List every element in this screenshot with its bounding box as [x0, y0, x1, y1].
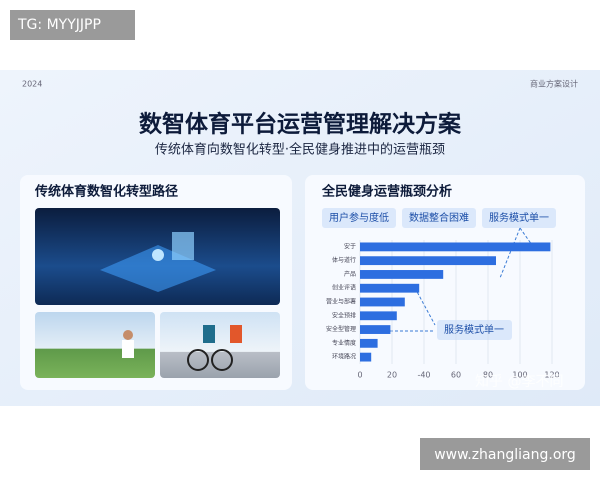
tag: 服务模式单一: [489, 211, 549, 224]
y-tick-label: 安全型管理: [326, 325, 356, 333]
bar: [360, 297, 405, 307]
x-tick-label: 100: [512, 371, 527, 380]
connector: [499, 227, 521, 279]
connector: [414, 287, 436, 326]
watermark-credit: 知乎 @李不同: [475, 373, 563, 390]
watermark-box: [420, 438, 590, 470]
bar: [360, 270, 444, 279]
tag-box: [482, 208, 556, 228]
bar: [360, 352, 372, 362]
figure: [122, 340, 134, 358]
x-tick-label: 0: [357, 371, 362, 380]
x-tick-label: 120: [544, 371, 559, 380]
tag: 用户参与度低: [329, 211, 389, 224]
watermark-box: [10, 10, 135, 40]
bar: [360, 325, 391, 334]
tag: 数据整合困难: [409, 211, 469, 224]
y-tick-label: 营业与部署: [326, 298, 356, 306]
y-tick-label: 安全预排: [332, 311, 356, 319]
bar: [360, 283, 420, 293]
y-tick-label: 体与道行: [332, 256, 356, 264]
left-title: 传统体育数智化转型路径: [34, 184, 178, 200]
watermark: www.zhangliang.org: [434, 447, 576, 463]
subtitle: 传统体育向数智化转型·全民健身推进中的运营瓶颈: [155, 142, 445, 158]
bar: [360, 256, 496, 266]
y-tick-label: 产品: [344, 270, 356, 278]
tag-box: [402, 208, 476, 228]
bar: [360, 311, 397, 321]
watermark: TG: MYYJJPP: [17, 17, 101, 33]
x-tick-label: 80: [483, 371, 493, 380]
y-tick-label: 专业情度: [332, 339, 356, 347]
icon: [152, 249, 164, 261]
figure: [203, 325, 215, 343]
y-tick-label: 安于: [344, 242, 356, 250]
title: 数智体育平台运营管理解决方案: [139, 111, 462, 138]
photo-runners: [35, 312, 155, 378]
tag-box: [322, 208, 396, 228]
right-card: [305, 175, 585, 390]
x-tick-label: -40: [417, 371, 430, 380]
bar: [360, 242, 551, 252]
tag: 商业方案设计: [530, 79, 578, 89]
figure: [123, 330, 133, 340]
wheel: [211, 349, 233, 371]
photo-cyclist: [160, 312, 280, 378]
callout: 服务模式单一: [444, 323, 504, 336]
platform: [100, 245, 216, 292]
y-tick-label: 环境路况: [332, 353, 356, 361]
x-tick-label: 20: [387, 371, 397, 380]
y-tick-label: 创业评语: [332, 284, 356, 292]
bar: [360, 338, 378, 348]
right-title: 全民健身运营瓶颈分析: [321, 184, 452, 200]
connector: [519, 227, 533, 246]
year: 2024: [22, 80, 42, 89]
figure: [230, 325, 242, 343]
screen-icon: [172, 232, 194, 260]
x-tick-label: 60: [451, 371, 461, 380]
wheel: [187, 349, 209, 371]
